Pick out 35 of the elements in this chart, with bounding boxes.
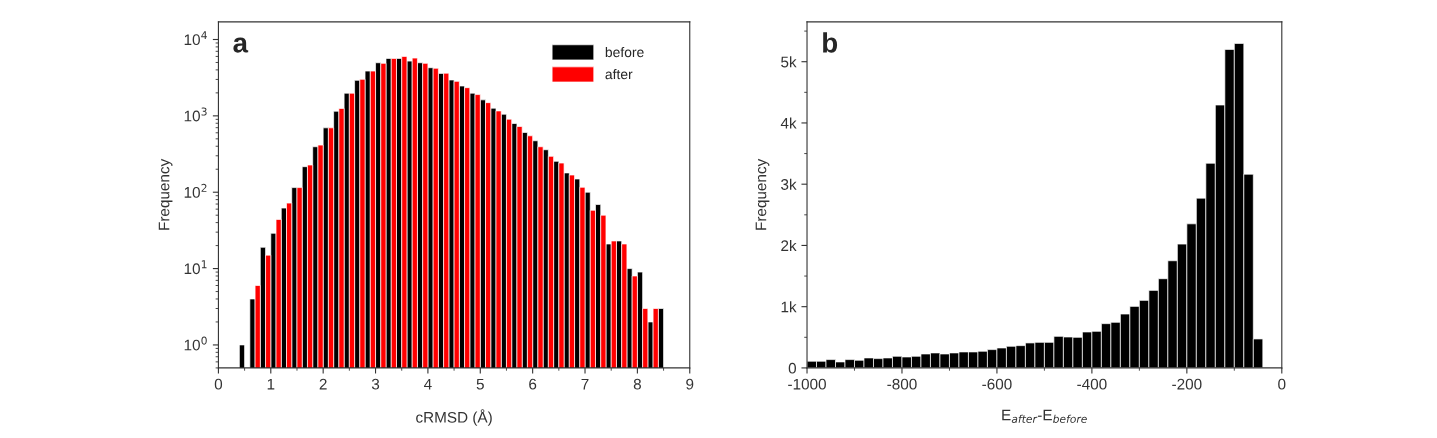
x-tick-label: 8	[633, 378, 641, 390]
y-tick-label: 4k	[780, 117, 797, 129]
x-axis-title: cRMSD (Å)	[416, 409, 492, 426]
y-tick-label: 1k	[781, 301, 797, 313]
x-tick-label: 0	[214, 378, 223, 390]
y-tick-label: 0	[788, 362, 797, 374]
x-tick-label: -600	[982, 378, 1012, 390]
legend-label: before	[605, 46, 644, 58]
y-tick-label: 10$^{3}$	[184, 107, 207, 122]
x-tick-label: -200	[1172, 378, 1202, 390]
annotation: b	[823, 32, 838, 53]
x-tick-label: 1	[267, 378, 275, 390]
x-tick-label: 7	[581, 378, 589, 390]
y-tick-label: 10$^{0}$	[184, 336, 207, 351]
x-tick-label: -800	[887, 378, 917, 390]
y-tick-label: 3k	[781, 178, 797, 190]
y-tick-label: 10$^{1}$	[184, 260, 207, 275]
x-tick-label: -400	[1077, 378, 1107, 390]
legend-label: after	[605, 69, 633, 80]
annotation: a	[233, 37, 249, 53]
y-axis-title: Frequency	[158, 158, 173, 230]
y-tick-label: 5k	[781, 56, 797, 68]
x-tick-label: 5	[476, 378, 484, 390]
x-tick-label: 0	[1278, 378, 1286, 390]
x-tick-label: 3	[371, 378, 380, 390]
y-tick-label: 10$^{4}$	[184, 31, 207, 46]
x-tick-label: -1000	[788, 378, 826, 390]
x-axis-title: E$_{after}$-E$_{before}$	[1002, 409, 1087, 423]
x-tick-label: 2	[319, 378, 327, 390]
x-tick-label: 9	[686, 378, 694, 390]
x-tick-label: 4	[424, 378, 432, 390]
y-tick-label: 10$^{2}$	[184, 183, 207, 198]
y-tick-label: 2k	[781, 239, 797, 251]
y-axis-title: Frequency	[755, 158, 770, 230]
x-tick-label: 6	[529, 378, 537, 390]
